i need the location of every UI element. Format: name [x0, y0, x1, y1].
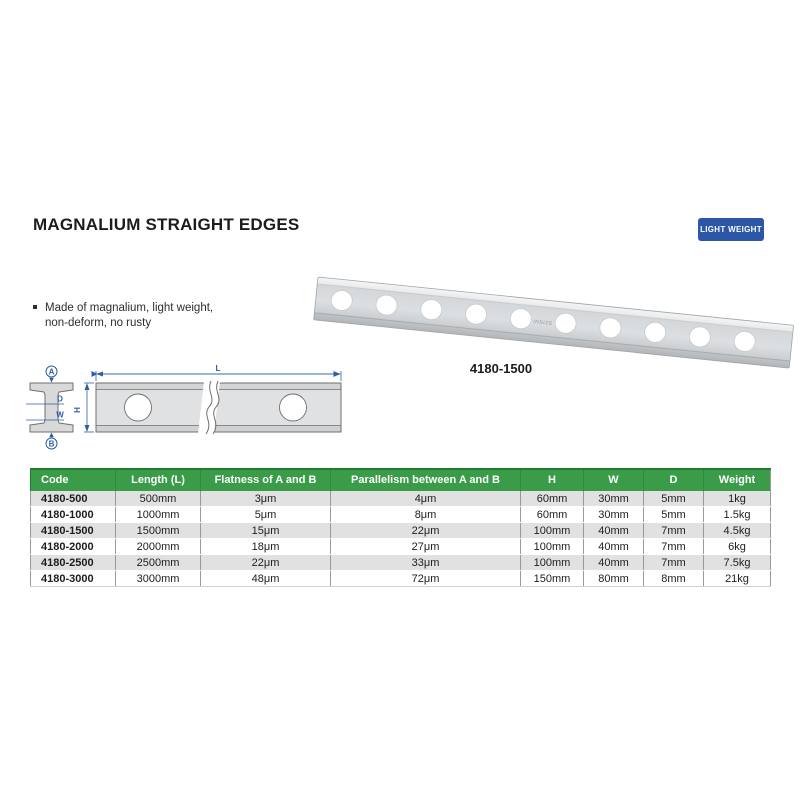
column-header: Weight — [703, 468, 771, 491]
feature-list: Made of magnalium, light weight, non-def… — [33, 301, 213, 330]
table-row: 4180-1000 1000mm 5μm 8μm 60mm 30mm 5mm 1.5kg — [30, 506, 771, 523]
table-row: 4180-3000 3000mm 48μm 72μm 150mm 80mm 8mm 21kg — [30, 570, 771, 587]
value-cell: 3μm — [200, 491, 331, 507]
code-cell: 4180-500 — [30, 491, 116, 507]
dim-h-label: H — [73, 407, 82, 413]
table-row: 4180-2500 2500mm 22μm 33μm 100mm 40mm 7mm 7.5kg — [30, 554, 771, 571]
value-cell: 1.5kg — [703, 506, 771, 523]
column-header: Parallelism between A and B — [330, 468, 521, 491]
code-cell: 4180-3000 — [30, 570, 116, 587]
value-cell: 5mm — [643, 491, 704, 507]
code-cell: 4180-2500 — [30, 554, 116, 571]
technical-drawing: A B D W L H — [26, 364, 342, 450]
value-cell: 22μm — [200, 554, 331, 571]
cross-section-shape — [29, 382, 74, 433]
value-cell: 7.5kg — [703, 554, 771, 571]
code-cell: 4180-2000 — [30, 538, 116, 555]
value-cell: 40mm — [583, 538, 644, 555]
value-cell: 100mm — [520, 538, 584, 555]
brand-logo: INSIZE — [533, 319, 553, 327]
value-cell: 48μm — [200, 570, 331, 587]
value-cell: 8μm — [330, 506, 521, 523]
column-header: D — [643, 468, 704, 491]
value-cell: 15μm — [200, 522, 331, 539]
value-cell: 60mm — [520, 506, 584, 523]
break-line — [205, 380, 213, 435]
side-view-hole — [124, 393, 152, 422]
feature-text-line1: Made of magnalium, light weight, — [45, 302, 214, 314]
lightening-holes — [330, 290, 756, 352]
value-cell: 8mm — [643, 570, 704, 587]
spec-table-body: 4180-500 500mm 3μm 4μm 60mm 30mm 5mm 1kg 4180-10… — [30, 491, 771, 587]
value-cell: 21kg — [703, 570, 771, 587]
value-cell: 5μm — [200, 506, 331, 523]
face-a-marker — [45, 365, 58, 383]
bullet-square-icon — [33, 305, 37, 309]
code-cell: 4180-1500 — [30, 522, 116, 539]
value-cell: 4μm — [330, 491, 521, 507]
value-cell: 33μm — [330, 554, 521, 571]
spec-table-header-row: Code Length (L) Flatness of A and B Paralle… — [30, 468, 771, 491]
value-cell: 6kg — [703, 538, 771, 555]
column-header: W — [583, 468, 644, 491]
dim-l-label: L — [216, 364, 221, 373]
value-cell: 40mm — [583, 554, 644, 571]
spec-table: Code Length (L) Flatness of A and B Paralle… — [30, 468, 771, 587]
value-cell: 5mm — [643, 506, 704, 523]
dim-w-label: W — [56, 411, 64, 420]
value-cell: 7mm — [643, 538, 704, 555]
value-cell: 18μm — [200, 538, 331, 555]
value-cell: 500mm — [115, 491, 201, 507]
value-cell: 40mm — [583, 522, 644, 539]
product-photo: INSIZE — [313, 276, 794, 369]
light-weight-badge: LIGHT WEIGHT — [698, 218, 764, 241]
value-cell: 22μm — [330, 522, 521, 539]
value-cell: 2000mm — [115, 538, 201, 555]
value-cell: 30mm — [583, 506, 644, 523]
value-cell: 3000mm — [115, 570, 201, 587]
value-cell: 2500mm — [115, 554, 201, 571]
side-view-hole — [279, 393, 307, 422]
feature-text-line2: non-deform, no rusty — [45, 316, 152, 329]
value-cell: 1kg — [703, 491, 771, 507]
feature-item: Made of magnalium, light weight, — [33, 301, 213, 316]
value-cell: 150mm — [520, 570, 584, 587]
column-header: Code — [30, 468, 116, 491]
value-cell: 100mm — [520, 554, 584, 571]
column-header: Length (L) — [115, 468, 201, 491]
table-row: 4180-2000 2000mm 18μm 27μm 100mm 40mm 7mm 6kg — [30, 538, 771, 555]
value-cell: 60mm — [520, 491, 584, 507]
value-cell: 4.5kg — [703, 522, 771, 539]
dim-d-label: D — [57, 395, 63, 404]
value-cell: 7mm — [643, 554, 704, 571]
value-cell: 72μm — [330, 570, 521, 587]
table-row: 4180-1500 1500mm 15μm 22μm 100mm 40mm 7mm 4.5kg — [30, 522, 771, 539]
value-cell: 1000mm — [115, 506, 201, 523]
side-view — [95, 380, 342, 435]
value-cell: 100mm — [520, 522, 584, 539]
dim-h — [84, 382, 94, 433]
column-header: Flatness of A and B — [200, 468, 331, 491]
value-cell: 1500mm — [115, 522, 201, 539]
face-b-marker — [45, 432, 58, 450]
face-a-label: A — [49, 368, 55, 377]
code-cell: 4180-1000 — [30, 506, 116, 523]
column-header: H — [520, 468, 584, 491]
product-code-caption: 4180-1500 — [469, 361, 533, 376]
value-cell: 80mm — [583, 570, 644, 587]
break-line — [212, 380, 220, 435]
value-cell: 27μm — [330, 538, 521, 555]
value-cell: 7mm — [643, 522, 704, 539]
table-row: 4180-500 500mm 3μm 4μm 60mm 30mm 5mm 1kg — [30, 491, 771, 507]
face-b-label: B — [49, 440, 55, 449]
page-title: MAGNALIUM STRAIGHT EDGES — [33, 215, 300, 234]
value-cell: 30mm — [583, 491, 644, 507]
